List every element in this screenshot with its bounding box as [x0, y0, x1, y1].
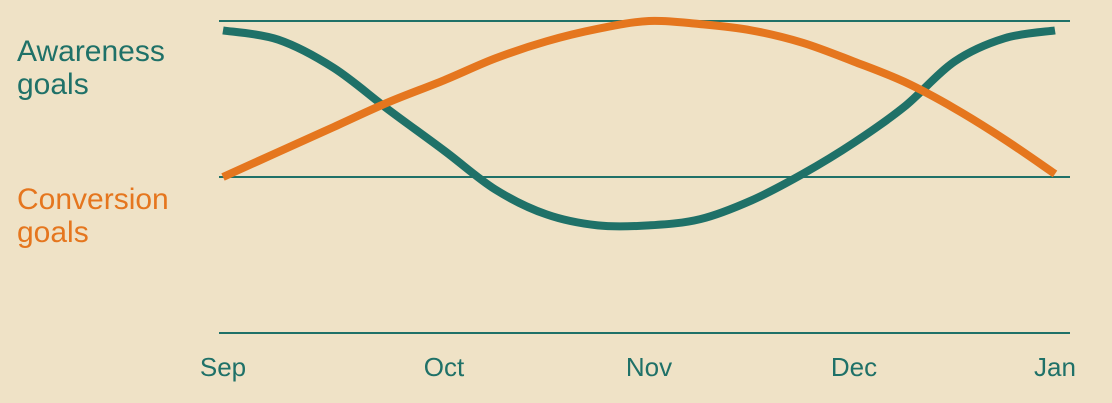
series-labels: Awareness goals Conversion goals: [17, 35, 169, 249]
conversion-label-line-1: Conversion: [17, 183, 169, 216]
series-layer: [221, 16, 1058, 231]
conversion-label-line-2: goals: [17, 216, 89, 249]
x-tick-sep: Sep: [200, 352, 246, 382]
awareness-label-line-2: goals: [17, 68, 89, 101]
x-tick-nov: Nov: [626, 352, 672, 382]
x-tick-jan: Jan: [1034, 352, 1076, 382]
series-line-conversion: [221, 16, 1058, 181]
awareness-label-line-1: Awareness: [17, 35, 165, 68]
x-tick-dec: Dec: [831, 352, 877, 382]
x-axis-ticks: Sep Oct Nov Dec Jan: [200, 352, 1076, 382]
x-tick-oct: Oct: [424, 352, 465, 382]
